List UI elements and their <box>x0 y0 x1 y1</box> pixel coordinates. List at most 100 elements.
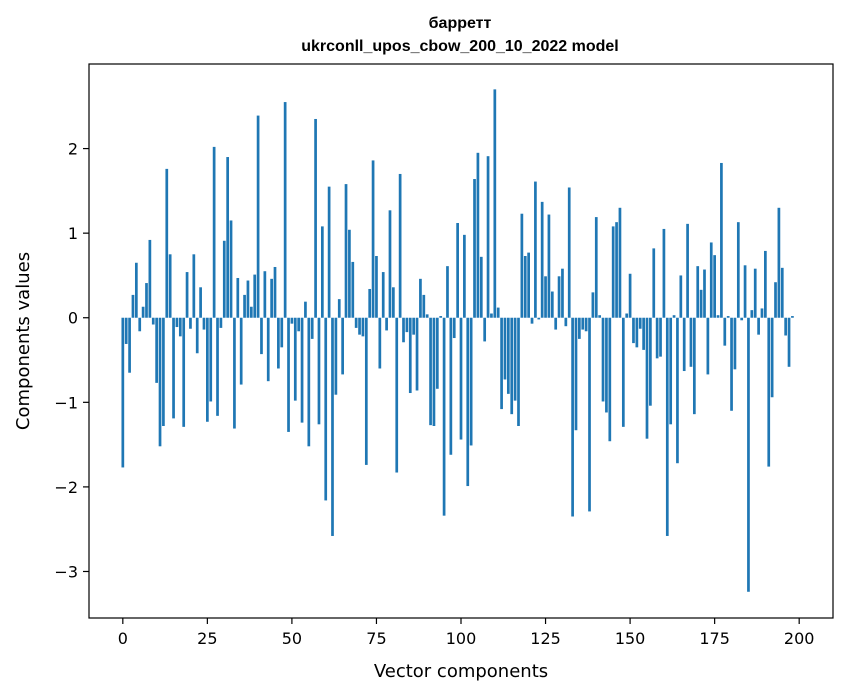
bar <box>740 317 744 321</box>
bar <box>216 317 219 416</box>
bar <box>479 256 483 318</box>
bar <box>395 317 399 473</box>
bar <box>287 317 290 432</box>
x-tick-label: 200 <box>784 629 815 648</box>
bar <box>716 315 720 318</box>
bar <box>625 313 629 318</box>
bar <box>246 280 250 318</box>
bar <box>503 317 507 380</box>
bar <box>770 317 774 398</box>
bar <box>449 317 453 455</box>
bar <box>178 317 182 337</box>
bar <box>124 317 128 344</box>
bar <box>310 317 314 339</box>
bar <box>665 317 669 536</box>
bar <box>165 168 169 318</box>
bar <box>530 317 534 324</box>
x-tick-label: 150 <box>615 629 646 648</box>
bar <box>249 306 253 318</box>
bar <box>608 317 612 442</box>
bar <box>375 256 378 318</box>
bar <box>270 278 273 318</box>
bar <box>780 267 784 318</box>
bar <box>618 207 622 318</box>
bar <box>500 317 503 410</box>
bar <box>364 317 368 465</box>
bar <box>202 317 206 330</box>
bar <box>439 316 443 318</box>
bar <box>743 265 747 318</box>
bar <box>236 277 240 318</box>
bar <box>534 181 537 318</box>
bar <box>266 317 270 382</box>
bar <box>774 282 777 318</box>
bar <box>544 276 547 318</box>
bar <box>490 313 493 318</box>
bar <box>601 317 605 402</box>
y-axis-label: Components values <box>13 252 34 430</box>
bar <box>517 317 520 426</box>
bar <box>757 317 760 335</box>
bar <box>199 287 202 318</box>
bar <box>195 317 199 354</box>
y-tick-label: 0 <box>68 309 78 328</box>
bar <box>463 234 466 318</box>
bar <box>760 308 764 318</box>
bar <box>422 294 426 318</box>
bar <box>151 317 155 325</box>
bar <box>784 317 788 336</box>
bar <box>723 317 727 346</box>
bar <box>655 317 659 359</box>
bar <box>337 299 341 318</box>
bar <box>162 317 165 426</box>
y-tick-label: 2 <box>68 140 78 159</box>
x-tick-label: 175 <box>699 629 730 648</box>
bar <box>452 317 456 339</box>
bar <box>506 317 510 394</box>
bar <box>692 317 696 415</box>
bar <box>540 201 544 318</box>
bar <box>713 255 716 318</box>
bar <box>699 289 703 318</box>
bar <box>588 317 591 512</box>
bar <box>314 118 317 318</box>
bar <box>419 278 422 318</box>
bar <box>435 317 439 389</box>
bar <box>324 317 328 501</box>
bar <box>523 256 527 318</box>
bar <box>209 317 213 402</box>
y-tick-label: 1 <box>68 224 78 243</box>
bar <box>442 317 446 516</box>
bar <box>567 187 571 318</box>
bar <box>405 317 409 333</box>
bar <box>496 307 500 318</box>
bar <box>605 317 608 413</box>
bar <box>138 317 142 332</box>
bar <box>429 317 432 426</box>
bar <box>131 294 135 318</box>
bar <box>689 317 693 367</box>
bar <box>550 291 554 318</box>
bar <box>581 317 585 330</box>
bar <box>263 271 267 318</box>
bar <box>219 317 223 328</box>
bar <box>706 317 710 375</box>
bar <box>134 262 138 318</box>
bar <box>277 317 280 369</box>
bar <box>649 317 652 406</box>
bar <box>473 179 476 318</box>
bar <box>652 248 656 318</box>
bar <box>307 317 311 447</box>
bar <box>611 226 615 318</box>
bar <box>682 317 686 372</box>
bar <box>175 317 179 328</box>
bar <box>584 317 588 332</box>
bar <box>679 275 683 318</box>
bar <box>747 317 750 592</box>
bar <box>791 316 794 318</box>
bar <box>239 317 243 385</box>
bar <box>764 250 767 318</box>
bar <box>635 317 639 348</box>
bar <box>388 210 392 318</box>
